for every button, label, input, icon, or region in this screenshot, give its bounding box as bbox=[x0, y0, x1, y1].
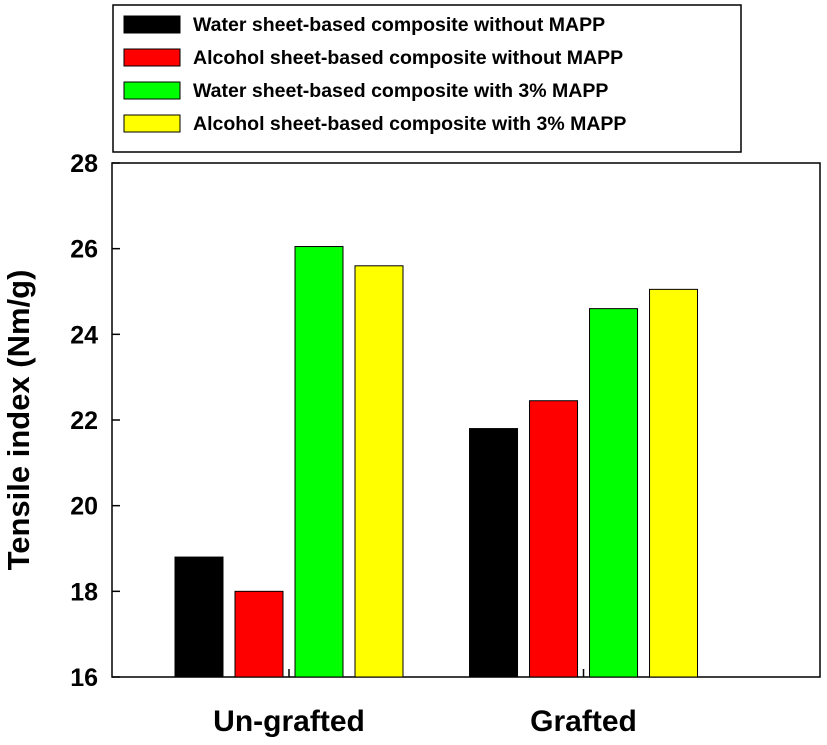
y-tick-label: 20 bbox=[70, 493, 98, 521]
legend: Water sheet-based composite without MAPP… bbox=[112, 4, 742, 153]
legend-label: Alcohol sheet-based composite without MA… bbox=[193, 47, 623, 69]
legend-swatch bbox=[123, 81, 181, 100]
bar bbox=[649, 288, 699, 678]
bar bbox=[529, 400, 579, 678]
y-tick-label: 28 bbox=[70, 150, 98, 178]
bar bbox=[294, 246, 344, 678]
x-tick-label: Un-grafted bbox=[213, 705, 365, 738]
y-axis: 16 18 20 22 24 26 28 bbox=[70, 150, 120, 692]
y-tick-label: 24 bbox=[70, 321, 98, 349]
bar bbox=[354, 265, 404, 678]
bar bbox=[469, 428, 519, 678]
y-tick-label: 16 bbox=[70, 664, 98, 692]
y-tick-label: 22 bbox=[70, 407, 98, 435]
bar bbox=[174, 556, 224, 678]
legend-label: Water sheet-based composite without MAPP bbox=[193, 14, 605, 36]
x-axis: Un-grafted Grafted bbox=[213, 669, 637, 738]
legend-swatch bbox=[123, 15, 181, 34]
legend-label: Alcohol sheet-based composite with 3% MA… bbox=[193, 113, 626, 135]
y-tick-label: 18 bbox=[70, 578, 98, 606]
bar bbox=[234, 590, 284, 678]
y-axis-title: Tensile index (Nm/g) bbox=[1, 270, 36, 571]
bar bbox=[589, 308, 639, 678]
legend-swatch bbox=[123, 48, 181, 67]
legend-box bbox=[112, 4, 742, 153]
x-tick-label: Grafted bbox=[530, 705, 637, 738]
bars-group bbox=[174, 246, 699, 678]
legend-label: Water sheet-based composite with 3% MAPP bbox=[193, 80, 608, 102]
legend-swatch bbox=[123, 114, 181, 133]
y-tick-label: 26 bbox=[70, 236, 98, 264]
